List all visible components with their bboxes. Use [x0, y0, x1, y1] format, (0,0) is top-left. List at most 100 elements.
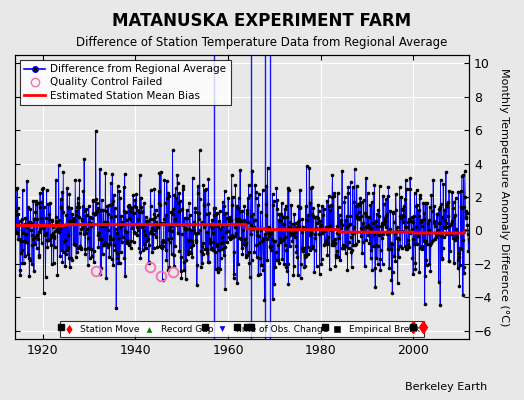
Point — [332, 254, 341, 260]
Point — [53, 225, 62, 231]
Point — [284, 281, 292, 288]
Point — [437, 201, 445, 208]
Point — [141, 238, 150, 244]
Point — [229, 234, 237, 240]
Point — [125, 202, 134, 208]
Point — [239, 241, 247, 247]
Point — [235, 216, 243, 222]
Point — [420, 210, 429, 216]
Point — [85, 255, 94, 262]
Point — [136, 249, 144, 256]
Point — [347, 234, 355, 240]
Point — [70, 241, 78, 248]
Point — [91, 211, 99, 218]
Point — [32, 245, 41, 251]
Point — [381, 213, 390, 219]
Point — [221, 244, 230, 250]
Point — [440, 207, 449, 214]
Point — [138, 224, 147, 231]
Point — [147, 202, 155, 209]
Point — [264, 228, 272, 234]
Point — [193, 190, 202, 196]
Point — [134, 216, 142, 222]
Point — [143, 218, 151, 224]
Point — [296, 204, 304, 211]
Point — [43, 236, 52, 243]
Point — [317, 261, 325, 267]
Point — [18, 247, 26, 253]
Point — [295, 222, 303, 229]
Point — [462, 214, 470, 220]
Point — [119, 207, 128, 214]
Point — [213, 269, 222, 276]
Point — [234, 205, 242, 211]
Point — [127, 238, 135, 244]
Point — [365, 224, 373, 231]
Point — [227, 234, 235, 241]
Point — [294, 272, 302, 278]
Point — [112, 226, 120, 232]
Point — [355, 202, 364, 209]
Point — [223, 222, 232, 228]
Point — [296, 187, 304, 194]
Point — [378, 235, 386, 242]
Point — [212, 266, 220, 272]
Point — [278, 200, 286, 206]
Point — [382, 196, 390, 202]
Point — [45, 211, 53, 218]
Point — [393, 224, 401, 230]
Point — [451, 194, 460, 201]
Point — [174, 200, 182, 206]
Point — [92, 210, 100, 216]
Point — [150, 227, 159, 233]
Point — [241, 242, 249, 248]
Point — [319, 228, 328, 235]
Point — [464, 236, 473, 242]
Point — [185, 200, 193, 206]
Point — [67, 255, 75, 261]
Point — [421, 272, 430, 279]
Point — [376, 246, 385, 253]
Point — [318, 256, 326, 262]
Point — [321, 226, 329, 233]
Point — [15, 236, 23, 242]
Point — [184, 226, 193, 232]
Point — [433, 211, 442, 217]
Point — [183, 248, 192, 254]
Point — [256, 270, 265, 277]
Point — [292, 248, 301, 255]
Point — [202, 250, 211, 256]
Point — [272, 257, 280, 263]
Point — [200, 202, 208, 208]
Point — [386, 208, 395, 214]
Point — [435, 220, 443, 227]
Point — [357, 199, 366, 205]
Point — [93, 200, 101, 206]
Point — [15, 218, 24, 224]
Point — [33, 216, 41, 222]
Point — [271, 248, 280, 255]
Point — [42, 230, 50, 236]
Point — [97, 197, 106, 203]
Point — [303, 217, 311, 223]
Point — [122, 217, 130, 223]
Point — [106, 236, 114, 242]
Point — [247, 257, 256, 264]
Point — [343, 267, 352, 273]
Point — [242, 254, 250, 260]
Point — [182, 226, 190, 232]
Point — [29, 215, 38, 222]
Point — [371, 284, 379, 290]
Point — [162, 178, 171, 184]
Point — [51, 214, 60, 220]
Point — [150, 186, 159, 192]
Point — [430, 218, 438, 224]
Point — [278, 214, 287, 220]
Point — [205, 210, 213, 216]
Point — [306, 200, 314, 206]
Y-axis label: Monthly Temperature Anomaly Difference (°C): Monthly Temperature Anomaly Difference (… — [499, 68, 509, 326]
Point — [72, 208, 81, 214]
Point — [128, 209, 136, 215]
Point — [440, 224, 448, 230]
Point — [192, 231, 201, 237]
